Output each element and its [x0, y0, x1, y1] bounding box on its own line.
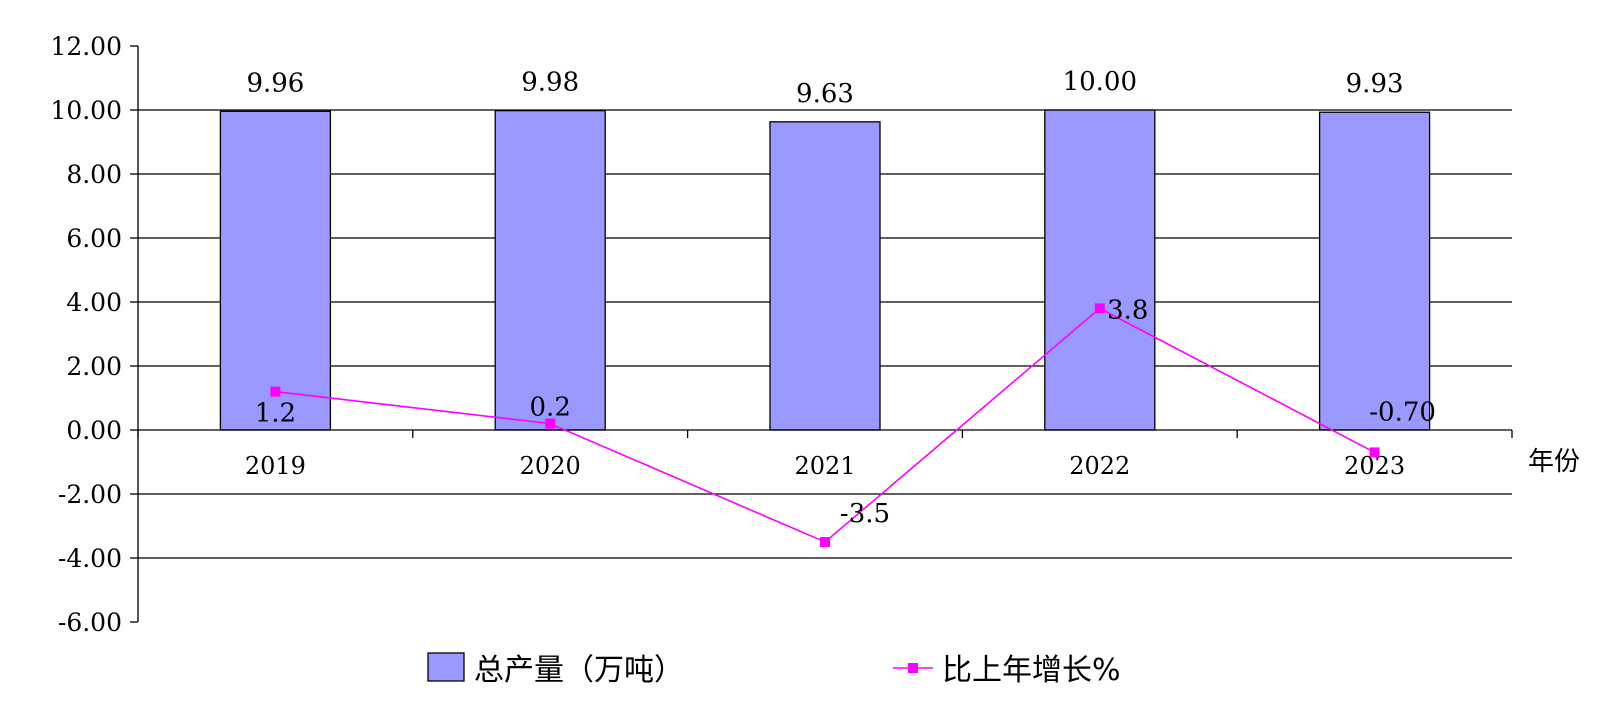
y-tick-label: 2.00 [66, 352, 122, 381]
line-point-2019 [270, 386, 281, 397]
line-point-2020 [545, 418, 556, 429]
line-data-label: -3.5 [840, 499, 890, 529]
bar-2023 [1318, 111, 1431, 431]
bar-data-label: 9.63 [796, 79, 854, 109]
x-axis-title: 年份 [1528, 447, 1580, 477]
line-series [270, 303, 1380, 547]
line-data-label: 0.2 [530, 393, 571, 423]
y-tick-label: 0.00 [66, 416, 122, 445]
y-tick-label: -4.00 [58, 544, 122, 573]
x-tick-label: 2021 [794, 452, 855, 480]
x-tick-label: 2019 [245, 452, 306, 480]
line-data-label: 1.2 [255, 399, 296, 429]
line-data-label: 3.8 [1107, 295, 1148, 325]
bar-2021 [769, 121, 881, 431]
bar-data-label: 9.98 [521, 68, 579, 98]
line-point-2022 [1094, 303, 1105, 314]
legend: 总产量（万吨） 比上年增长% [427, 652, 1121, 688]
bar-data-label: 10.00 [1063, 67, 1137, 97]
line-data-label: -0.70 [1369, 397, 1436, 427]
x-tick-label: 2022 [1069, 452, 1130, 480]
bar-series [219, 109, 1431, 431]
legend-swatch-bar [427, 652, 465, 682]
y-tick-label: 12.00 [50, 32, 122, 61]
line-point-2021 [820, 537, 830, 547]
legend-label-bar: 总产量（万吨） [474, 653, 684, 688]
line-point-2023 [1369, 447, 1380, 458]
y-axis: 12.00 10.00 8.00 6.00 4.00 2.00 0.00 -2.00 -4.00… [50, 32, 139, 637]
bar-2019 [219, 110, 332, 431]
y-tick-label: 8.00 [66, 160, 122, 189]
y-tick-label: 10.00 [50, 96, 122, 125]
data-labels: 9.96 9.98 9.63 10.00 9.93 1.2 0.2 -3.5 3.8 -0.70 [246, 67, 1435, 529]
y-tick-label: 4.00 [66, 288, 122, 317]
bar-2020 [494, 109, 606, 431]
bar-2022 [1044, 109, 1156, 431]
legend-marker-line [908, 663, 918, 673]
y-tick-label: -2.00 [58, 480, 122, 509]
y-tick-label: 6.00 [66, 224, 122, 253]
y-tick-label: -6.00 [58, 608, 122, 637]
bar-data-label: 9.93 [1346, 69, 1404, 99]
bar-data-label: 9.96 [246, 68, 304, 98]
x-axis: 2019 2020 2021 2022 2023 [137, 429, 1513, 480]
legend-label-line: 比上年增长% [942, 653, 1121, 688]
x-tick-label: 2020 [520, 452, 581, 480]
